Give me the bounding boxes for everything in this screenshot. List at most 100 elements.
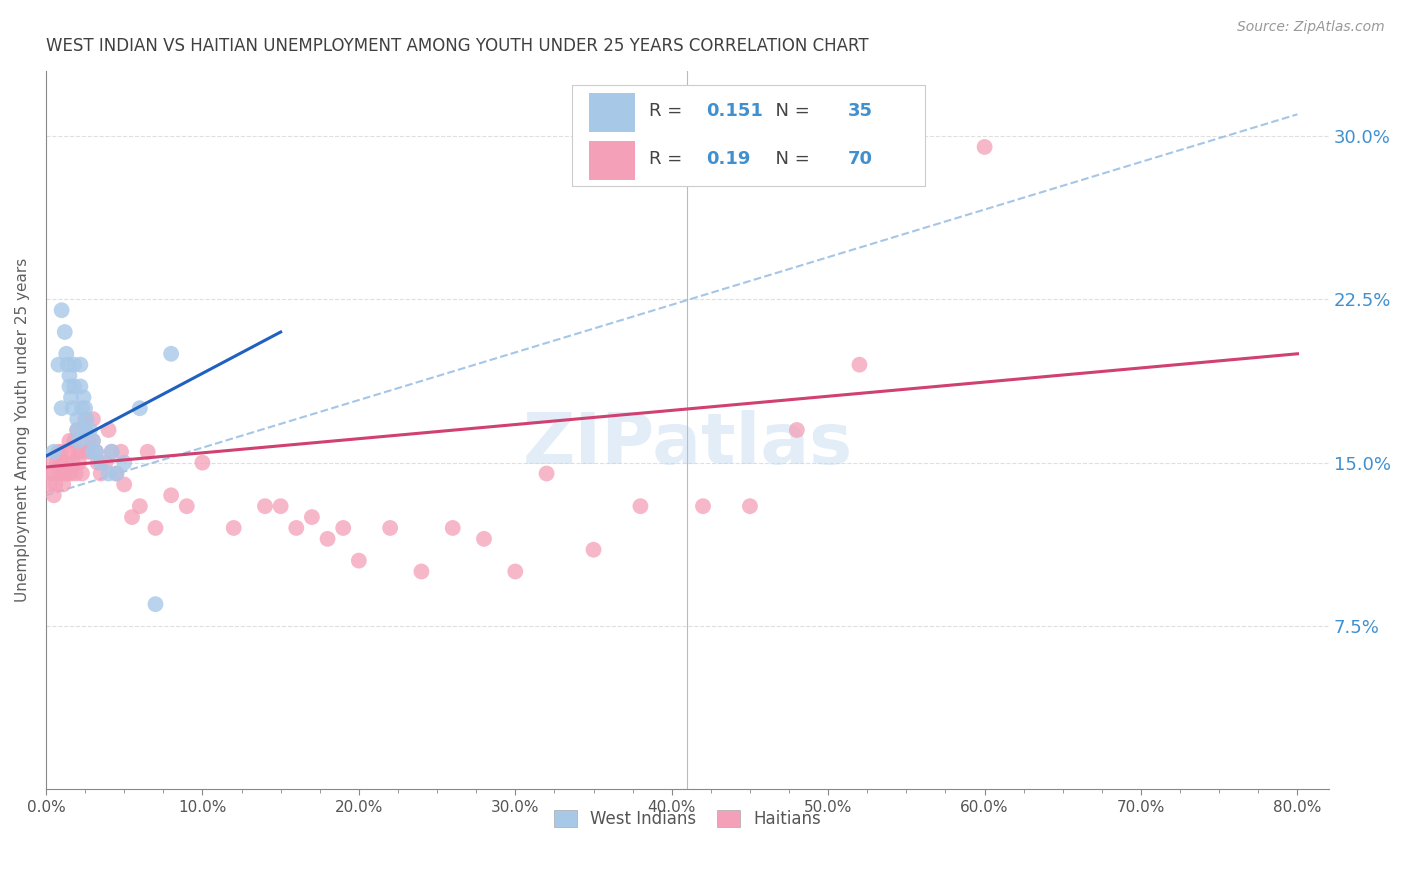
Point — [75, 423, 97, 437]
Point — [63, 358, 86, 372]
Point — [128, 499, 150, 513]
Point — [42, 488, 65, 502]
Point — [536, 467, 558, 481]
Text: ZIPatlas: ZIPatlas — [522, 409, 852, 479]
Point — [55, 456, 77, 470]
Point — [582, 542, 605, 557]
Point — [77, 434, 100, 448]
Point — [45, 456, 67, 470]
Point — [692, 499, 714, 513]
Point — [51, 456, 73, 470]
Point — [90, 467, 112, 481]
Point — [56, 467, 79, 481]
Point — [378, 521, 401, 535]
Point — [58, 444, 80, 458]
Point — [145, 597, 167, 611]
Point — [110, 444, 132, 458]
Text: Source: ZipAtlas.com: Source: ZipAtlas.com — [1237, 20, 1385, 34]
Point — [100, 444, 122, 458]
Text: R =: R = — [650, 102, 688, 120]
Point — [79, 423, 101, 437]
Point — [69, 444, 91, 458]
Point — [55, 347, 77, 361]
Text: N =: N = — [765, 150, 815, 168]
Point — [66, 423, 89, 437]
Point — [63, 434, 86, 448]
Point — [97, 467, 120, 481]
Point — [69, 379, 91, 393]
Text: 70: 70 — [848, 150, 873, 168]
Text: 0.19: 0.19 — [707, 150, 751, 168]
Point — [630, 499, 652, 513]
Point — [316, 532, 339, 546]
Point — [48, 358, 70, 372]
Point — [39, 467, 62, 481]
Point — [222, 521, 245, 535]
Point — [176, 499, 198, 513]
Point — [94, 456, 117, 470]
Point — [44, 477, 66, 491]
Point — [82, 444, 104, 458]
Point — [53, 325, 76, 339]
Point — [51, 401, 73, 416]
Point — [100, 444, 122, 458]
Point — [76, 412, 98, 426]
Point — [70, 467, 93, 481]
Point — [65, 467, 87, 481]
Point — [42, 444, 65, 458]
Point — [90, 456, 112, 470]
Point — [97, 423, 120, 437]
Legend: West Indians, Haitians: West Indians, Haitians — [547, 804, 828, 835]
Point — [62, 456, 84, 470]
Point — [49, 467, 72, 481]
Point — [41, 456, 63, 470]
Point — [70, 401, 93, 416]
Point — [82, 434, 104, 448]
Point — [253, 499, 276, 513]
Point — [69, 358, 91, 372]
Point — [301, 510, 323, 524]
Text: WEST INDIAN VS HAITIAN UNEMPLOYMENT AMONG YOUTH UNDER 25 YEARS CORRELATION CHART: WEST INDIAN VS HAITIAN UNEMPLOYMENT AMON… — [46, 37, 869, 55]
FancyBboxPatch shape — [589, 141, 634, 180]
Point — [973, 140, 995, 154]
Point — [112, 477, 135, 491]
Point — [786, 423, 808, 437]
Point — [472, 532, 495, 546]
Text: 35: 35 — [848, 102, 873, 120]
Point — [42, 467, 65, 481]
Point — [145, 521, 167, 535]
Point — [75, 423, 97, 437]
Point — [67, 434, 90, 448]
Point — [51, 444, 73, 458]
Point — [84, 444, 107, 458]
FancyBboxPatch shape — [589, 93, 634, 132]
Point — [270, 499, 292, 513]
Point — [121, 510, 143, 524]
Point — [332, 521, 354, 535]
Point — [441, 521, 464, 535]
Point — [285, 521, 308, 535]
Point — [58, 434, 80, 448]
Point — [503, 565, 526, 579]
Point — [58, 368, 80, 383]
Point — [48, 444, 70, 458]
Point — [59, 467, 82, 481]
Point — [56, 358, 79, 372]
Text: 0.151: 0.151 — [707, 102, 763, 120]
Point — [58, 379, 80, 393]
Point — [105, 467, 128, 481]
Text: R =: R = — [650, 150, 688, 168]
Point — [66, 412, 89, 426]
Point — [84, 444, 107, 458]
Point — [112, 456, 135, 470]
Point — [38, 477, 60, 491]
Point — [63, 379, 86, 393]
Point — [136, 444, 159, 458]
Point — [66, 423, 89, 437]
Point — [79, 444, 101, 458]
Point — [52, 477, 75, 491]
Point — [62, 401, 84, 416]
Point — [51, 303, 73, 318]
Point — [75, 401, 97, 416]
Point — [191, 456, 214, 470]
